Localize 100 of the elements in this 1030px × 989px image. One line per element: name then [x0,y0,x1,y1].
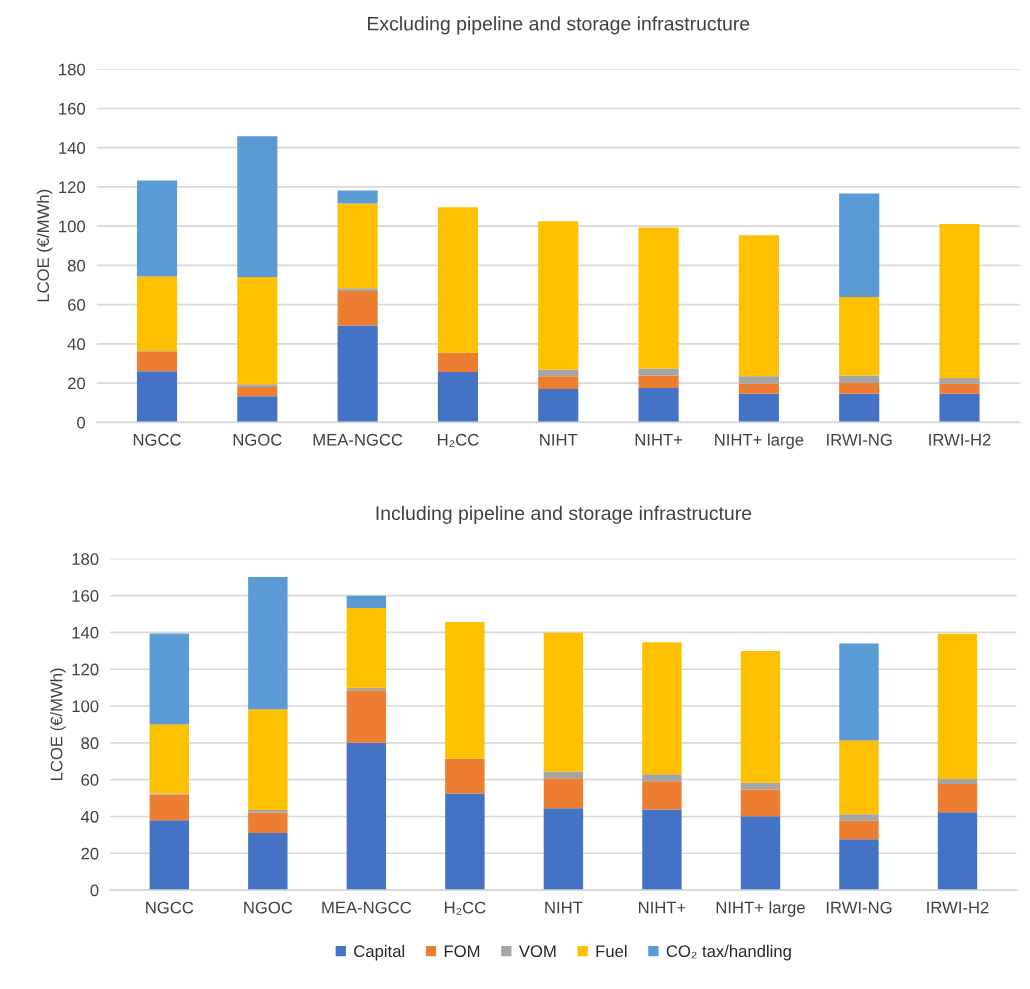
bar [437,352,479,372]
bar [839,740,879,815]
bar [740,651,781,783]
x-tick-label: H₂CC [444,901,486,915]
x-tick-label: NGCC [133,433,181,446]
bar [642,809,682,891]
bar [346,690,387,743]
bar [839,296,880,376]
bar [740,789,781,817]
y-tick-label: 120 [72,663,99,676]
bar [337,203,378,289]
legend-label: VOM [518,945,556,958]
bar [839,839,879,891]
bar [136,276,178,352]
bar [538,369,579,377]
bar [136,351,178,372]
bar [437,207,479,353]
y-tick-label: 60 [68,299,86,311]
x-tick-label: NGOC [244,901,293,914]
bar [337,190,378,204]
y-tick-label: 100 [72,700,99,713]
x-tick-label: NIHT+ large [716,901,805,917]
y-tick-label: 160 [72,590,99,602]
y-tick-label: 100 [59,220,86,233]
bar [346,595,387,609]
bar [538,376,579,389]
legend-label: Fuel [596,944,627,958]
y-tick-label: 160 [59,102,86,115]
y-tick-label: 80 [81,737,99,750]
y-tick-label: 140 [59,142,86,154]
bar [937,812,978,891]
bar [638,368,679,376]
x-tick-label: IRWI-H2 [927,901,989,914]
chart-title: Including pipeline and storage infrastructure [376,505,752,524]
bar [136,180,178,277]
bar [638,375,679,388]
chart-title: Excluding pipeline and storage infrastructure [368,16,750,35]
y-tick-label: 20 [68,377,86,390]
bar [136,371,178,423]
bar [939,377,980,384]
bar [237,387,278,397]
bar [346,608,387,688]
y-tick-label: 20 [81,847,99,860]
x-tick-label: MEA-NGCC [313,433,403,446]
bar [839,193,880,297]
bar [237,276,278,385]
bar [346,742,387,891]
y-tick-label: 120 [59,181,86,194]
x-tick-label: NIHT [540,434,578,446]
x-tick-label: H₂CC [438,433,479,447]
x-tick-label: IRWI-NG [827,433,892,446]
bar [337,288,378,291]
x-tick-label: IRWI-NG [826,901,892,914]
bar [939,393,980,423]
bar [638,227,679,369]
bar [538,388,579,423]
y-tick-label: 60 [81,774,99,786]
bar [445,793,485,891]
bar [538,221,579,370]
bar [149,724,190,794]
x-tick-label: NGOC [233,433,282,446]
x-tick-label: NIHT+ [635,434,683,446]
bar [638,387,679,423]
bar [445,758,485,794]
bar [937,778,978,785]
y-tick-label: 80 [67,259,86,272]
bar [337,290,378,326]
x-tick-label: NIHT+ large [715,433,804,449]
bar [642,774,682,782]
bar [839,393,880,423]
bar [237,384,278,387]
bar [543,778,584,809]
bar [740,782,781,790]
bar [337,325,378,423]
bar [839,814,879,821]
legend-label: Capital [354,944,405,961]
x-tick-label: MEA-NGCC [322,901,412,914]
bar [543,808,584,891]
bar [839,375,880,384]
bar [939,383,980,394]
bar [642,781,682,810]
bar [248,810,288,813]
bar [839,383,880,394]
bar [937,633,978,779]
bar [939,223,980,378]
bar [237,136,278,277]
bar [740,816,781,891]
x-tick-label: IRWI-H2 [929,433,991,446]
bar [149,794,190,821]
bar [738,235,779,377]
bar [248,577,288,710]
bar [543,771,584,779]
bar [738,393,779,423]
bar [839,820,879,840]
bar [738,376,779,384]
bar [543,632,584,772]
bar [149,820,190,891]
y-tick-label: 180 [72,553,99,565]
bar [937,784,978,813]
bar [642,642,682,775]
